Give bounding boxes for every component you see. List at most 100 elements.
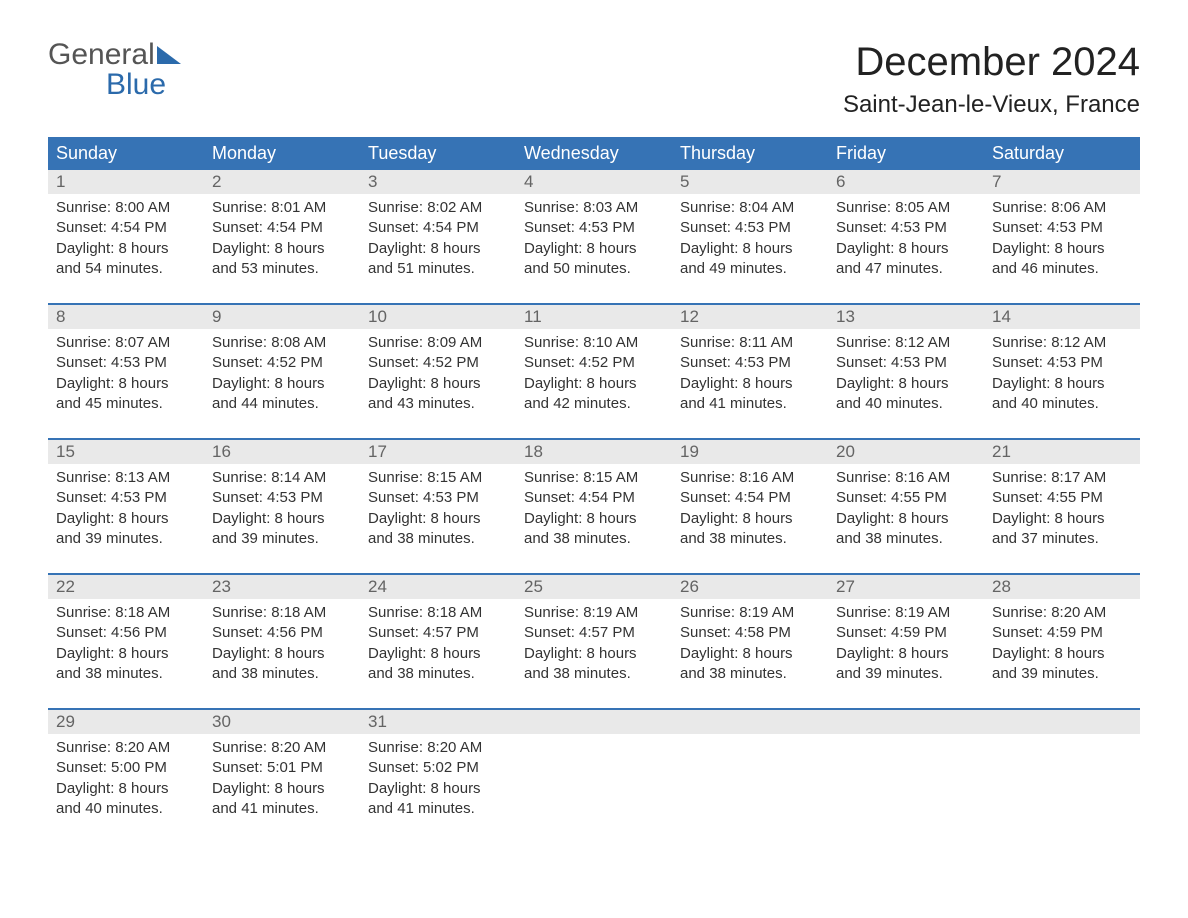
date-number: 11 xyxy=(516,305,672,329)
daylight-text: Daylight: 8 hours and 47 minutes. xyxy=(836,240,949,277)
sunset-text: Sunset: 5:01 PM xyxy=(212,759,323,776)
daylight-text: Daylight: 8 hours and 41 minutes. xyxy=(212,780,325,817)
day-details xyxy=(516,734,672,829)
day-details: Sunrise: 8:11 AMSunset: 4:53 PMDaylight:… xyxy=(672,329,828,424)
sunrise-text: Sunrise: 8:14 AM xyxy=(212,469,326,486)
daylight-text: Daylight: 8 hours and 40 minutes. xyxy=(56,780,169,817)
sunset-text: Sunset: 4:53 PM xyxy=(992,354,1103,371)
date-number: 22 xyxy=(48,575,204,599)
sunrise-text: Sunrise: 8:17 AM xyxy=(992,469,1106,486)
day-details xyxy=(672,734,828,829)
sunrise-text: Sunrise: 8:16 AM xyxy=(836,469,950,486)
date-number: 3 xyxy=(360,170,516,194)
day-details: Sunrise: 8:16 AM Sunset: 4:55 PM Daylight:… xyxy=(828,464,984,559)
sunrise-text: Sunrise: 8:04 AM xyxy=(680,199,794,216)
sunrise-text: Sunrise: 8:18 AM xyxy=(56,604,170,621)
day-details: Sunrise: 8:07 AMSunset: 4:53 PMDaylight:… xyxy=(48,329,204,424)
sunrise-text: Sunrise: 8:03 AM xyxy=(524,199,638,216)
daylight-text: Daylight: 8 hours and 38 minutes. xyxy=(680,510,793,547)
sunset-text: Sunset: 4:55 PM xyxy=(836,489,947,506)
daylight-text: Daylight: 8 hours and 40 minutes. xyxy=(836,375,949,412)
daylight-text: Daylight: 8 hours and 39 minutes. xyxy=(992,645,1105,682)
sunrise-text: Sunrise: 8:00 AM xyxy=(56,199,170,216)
date-number: 29 xyxy=(48,710,204,734)
day-details: Sunrise: 8:12 AMSunset: 4:53 PMDaylight:… xyxy=(984,329,1140,424)
day-details: Sunrise: 8:19 AMSunset: 4:58 PMDaylight:… xyxy=(672,599,828,694)
daylight-text: Daylight: 8 hours and 38 minutes. xyxy=(680,645,793,682)
date-number: 26 xyxy=(672,575,828,599)
sunset-text: Sunset: 4:53 PM xyxy=(56,354,167,371)
date-number: 24 xyxy=(360,575,516,599)
sunset-text: Sunset: 5:02 PM xyxy=(368,759,479,776)
sunset-text: Sunset: 4:54 PM xyxy=(680,489,791,506)
sunset-text: Sunset: 4:53 PM xyxy=(524,219,635,236)
sunrise-text: Sunrise: 8:19 AM xyxy=(836,604,950,621)
day-details xyxy=(984,734,1140,829)
sunrise-text: Sunrise: 8:20 AM xyxy=(368,739,482,756)
sunrise-text: Sunrise: 8:09 AM xyxy=(368,334,482,351)
sunset-text: Sunset: 4:53 PM xyxy=(56,489,167,506)
date-number: 2 xyxy=(204,170,360,194)
date-number: 30 xyxy=(204,710,360,734)
daylight-text: Daylight: 8 hours and 46 minutes. xyxy=(992,240,1105,277)
daylight-text: Daylight: 8 hours and 38 minutes. xyxy=(524,645,637,682)
sunset-text: Sunset: 4:53 PM xyxy=(212,489,323,506)
location-subtitle: Saint-Jean-le-Vieux, France xyxy=(843,91,1140,119)
date-number-row: 1234567 xyxy=(48,170,1140,194)
date-number: 25 xyxy=(516,575,672,599)
date-number: 6 xyxy=(828,170,984,194)
day-details: Sunrise: 8:20 AMSunset: 5:01 PMDaylight:… xyxy=(204,734,360,829)
sunrise-text: Sunrise: 8:20 AM xyxy=(56,739,170,756)
date-number: 5 xyxy=(672,170,828,194)
date-number-row: 15161718192021 xyxy=(48,438,1140,464)
sunset-text: Sunset: 4:53 PM xyxy=(368,489,479,506)
sunset-text: Sunset: 4:52 PM xyxy=(524,354,635,371)
daylight-text: Daylight: 8 hours and 40 minutes. xyxy=(992,375,1105,412)
day-header: Monday xyxy=(204,137,360,170)
daylight-text: Daylight: 8 hours and 54 minutes. xyxy=(56,240,169,277)
title-block: December 2024 Saint-Jean-le-Vieux, Franc… xyxy=(843,40,1140,119)
date-number: 12 xyxy=(672,305,828,329)
day-details: Sunrise: 8:20 AM Sunset: 5:00 PM Daylight:… xyxy=(48,734,204,829)
date-number: 18 xyxy=(516,440,672,464)
sunrise-text: Sunrise: 8:16 AM xyxy=(680,469,794,486)
detail-row: Sunrise: 8:00 AMSunset: 4:54 PMDaylight:… xyxy=(48,194,1140,289)
sunrise-text: Sunrise: 8:19 AM xyxy=(680,604,794,621)
day-details: Sunrise: 8:20 AMSunset: 4:59 PMDaylight:… xyxy=(984,599,1140,694)
sunset-text: Sunset: 5:00 PM xyxy=(56,759,167,776)
day-details: Sunrise: 8:09 AMSunset: 4:52 PMDaylight:… xyxy=(360,329,516,424)
sunset-text: Sunset: 4:59 PM xyxy=(992,624,1103,641)
day-details: Sunrise: 8:18 AMSunset: 4:57 PMDaylight:… xyxy=(360,599,516,694)
daylight-text: Daylight: 8 hours and 37 minutes. xyxy=(992,510,1105,547)
date-number: 8 xyxy=(48,305,204,329)
daylight-text: Daylight: 8 hours and 39 minutes. xyxy=(212,510,325,547)
day-header: Friday xyxy=(828,137,984,170)
date-number: 1 xyxy=(48,170,204,194)
day-details: Sunrise: 8:20 AMSunset: 5:02 PMDaylight:… xyxy=(360,734,516,829)
date-number: 28 xyxy=(984,575,1140,599)
sunset-text: Sunset: 4:59 PM xyxy=(836,624,947,641)
sunrise-text: Sunrise: 8:05 AM xyxy=(836,199,950,216)
day-details: Sunrise: 8:18 AMSunset: 4:56 PMDaylight:… xyxy=(204,599,360,694)
daylight-text: Daylight: 8 hours and 44 minutes. xyxy=(212,375,325,412)
daylight-text: Daylight: 8 hours and 45 minutes. xyxy=(56,375,169,412)
daylight-text: Daylight: 8 hours and 38 minutes. xyxy=(524,510,637,547)
daylight-text: Daylight: 8 hours and 42 minutes. xyxy=(524,375,637,412)
day-header: Thursday xyxy=(672,137,828,170)
logo-text-general: General xyxy=(48,38,155,71)
daylight-text: Daylight: 8 hours and 38 minutes. xyxy=(368,510,481,547)
header: General Blue December 2024 Saint-Jean-le… xyxy=(48,40,1140,119)
sunset-text: Sunset: 4:53 PM xyxy=(680,354,791,371)
date-number xyxy=(984,710,1140,734)
day-details: Sunrise: 8:04 AMSunset: 4:53 PMDaylight:… xyxy=(672,194,828,289)
date-number: 19 xyxy=(672,440,828,464)
daylight-text: Daylight: 8 hours and 38 minutes. xyxy=(836,510,949,547)
date-number: 13 xyxy=(828,305,984,329)
sunrise-text: Sunrise: 8:18 AM xyxy=(368,604,482,621)
sunrise-text: Sunrise: 8:08 AM xyxy=(212,334,326,351)
day-header: Saturday xyxy=(984,137,1140,170)
date-number-row: 22232425262728 xyxy=(48,573,1140,599)
day-details: Sunrise: 8:18 AMSunset: 4:56 PMDaylight:… xyxy=(48,599,204,694)
day-header: Tuesday xyxy=(360,137,516,170)
sunrise-text: Sunrise: 8:19 AM xyxy=(524,604,638,621)
